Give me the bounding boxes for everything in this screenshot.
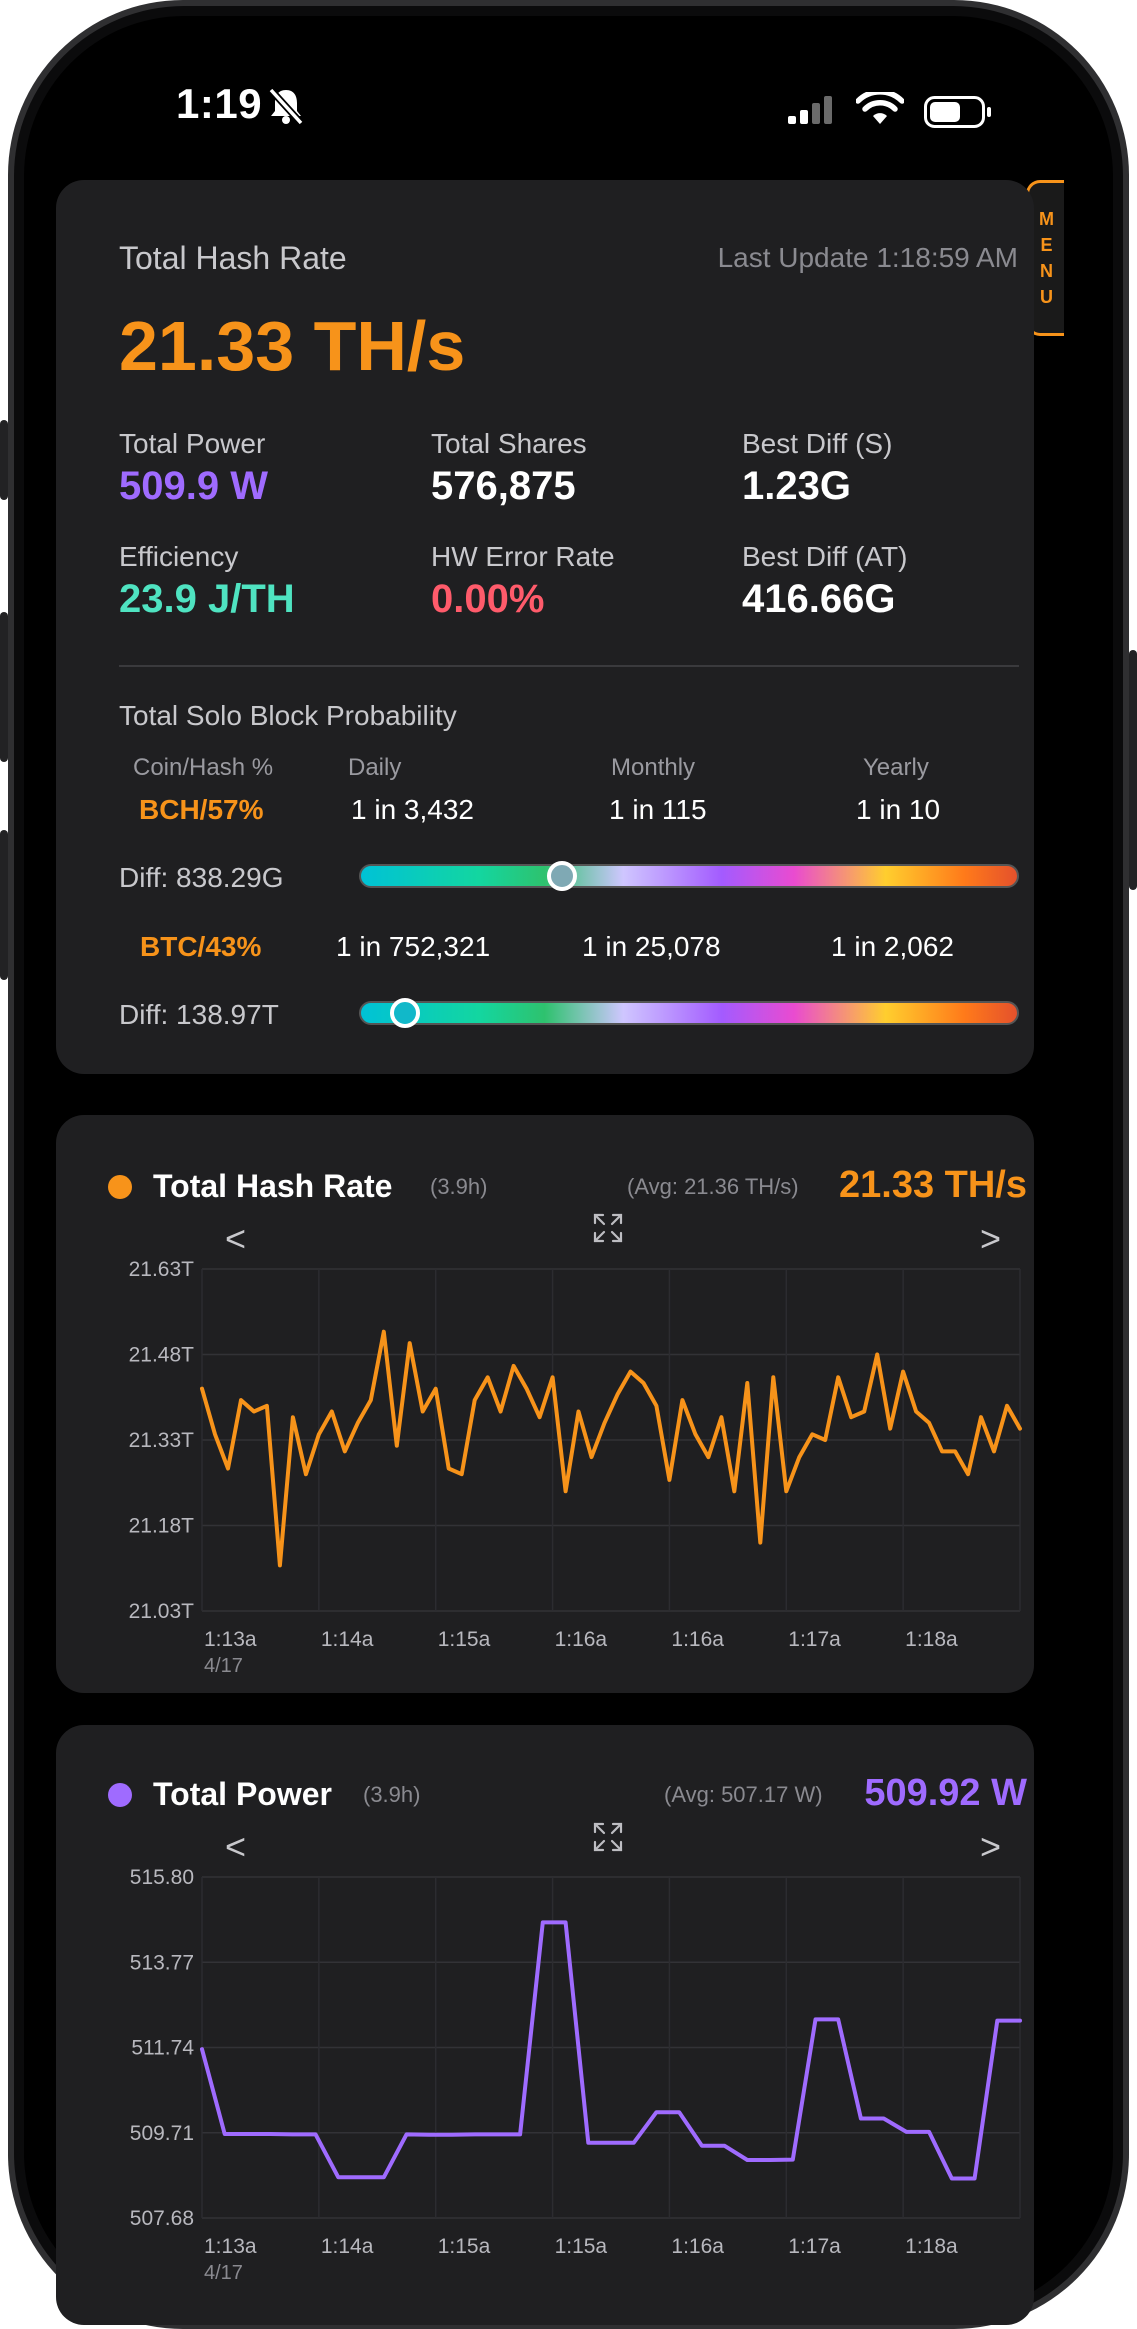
btc-diff: Diff: 138.97T	[119, 999, 279, 1030]
chart-current-value: 21.33 TH/s	[839, 1164, 1027, 1206]
stat-value-best-diff-s: 1.23G	[742, 464, 851, 508]
series-line	[200, 1329, 1022, 1568]
btc-monthly: 1 in 25,078	[582, 931, 721, 962]
prob-header-coin: Coin/Hash %	[133, 754, 274, 781]
bch-difficulty-slider	[359, 861, 1019, 891]
coin-label-btc: BTC/43%	[140, 931, 262, 962]
y-tick-label: 21.33T	[129, 1429, 195, 1452]
chart-current-value: 509.92 W	[864, 1772, 1027, 1814]
x-tick-label: 1:13a	[204, 1628, 257, 1651]
x-tick-label: 1:17a	[788, 2235, 841, 2258]
bell-slash-icon	[268, 87, 304, 126]
series-dot	[108, 1175, 132, 1199]
bch-daily: 1 in 3,432	[351, 794, 474, 825]
chart-duration: (3.9h)	[430, 1174, 488, 1199]
battery-icon	[924, 96, 991, 128]
power-chart: 515.80 513.77 511.74 509.71 507.68 1:13a 1:14a…	[130, 1866, 1022, 2284]
x-tick-label: 1:13a	[204, 2235, 257, 2258]
stat-value-shares: 576,875	[431, 464, 576, 508]
x-tick-label: 1:16a	[671, 1628, 724, 1651]
chart-title: Total Hash Rate	[153, 1168, 393, 1204]
x-tick-label: 1:15a	[555, 2235, 608, 2258]
x-tick-label: 1:17a	[788, 1628, 841, 1651]
bch-monthly: 1 in 115	[609, 794, 707, 825]
wifi-icon	[856, 92, 904, 124]
expand-icon[interactable]	[592, 1212, 624, 1244]
last-update-text: Last Update 1:18:59 AM	[717, 242, 1018, 273]
prev-range-button[interactable]: <	[225, 1826, 247, 1867]
x-date-label: 4/17	[204, 1655, 243, 1677]
chart-title: Total Power	[153, 1776, 332, 1812]
summary-card	[56, 180, 1034, 1074]
menu-letter: N	[1040, 261, 1053, 281]
menu-letter: U	[1040, 287, 1053, 307]
stat-label: Efficiency	[119, 541, 239, 572]
x-tick-label: 1:16a	[555, 1628, 608, 1651]
x-tick-label: 1:15a	[438, 1628, 491, 1651]
power-button	[1129, 650, 1137, 890]
total-hashrate-value: 21.33 TH/s	[119, 307, 466, 385]
stat-label: Total Shares	[431, 428, 587, 459]
stat-label: Total Power	[119, 428, 266, 459]
prev-range-button[interactable]: <	[225, 1218, 247, 1259]
divider	[119, 665, 1019, 667]
btc-difficulty-slider	[359, 998, 1019, 1028]
probability-title: Total Solo Block Probability	[119, 700, 457, 731]
x-tick-label: 1:18a	[905, 1628, 958, 1651]
bch-slider-knob	[547, 861, 578, 891]
x-tick-label: 1:14a	[321, 2235, 374, 2258]
x-tick-label: 1:14a	[321, 1628, 374, 1651]
y-tick-label: 511.74	[131, 2037, 194, 2060]
y-tick-label: 21.48T	[129, 1344, 195, 1367]
prob-header-yearly: Yearly	[863, 754, 929, 781]
bch-diff: Diff: 838.29G	[119, 862, 284, 893]
stat-value-best-diff-at: 416.66G	[742, 577, 896, 621]
y-tick-label: 21.18T	[129, 1515, 195, 1538]
stat-value-power: 509.9 W	[119, 464, 268, 508]
next-range-button[interactable]: >	[980, 1826, 1002, 1867]
status-time: 1:19	[176, 80, 263, 127]
series-dot	[108, 1783, 132, 1807]
chart-avg: (Avg: 21.36 TH/s)	[627, 1174, 799, 1199]
y-tick-label: 509.71	[130, 2122, 194, 2145]
btc-yearly: 1 in 2,062	[831, 931, 954, 962]
y-tick-label: 513.77	[130, 1951, 194, 1974]
menu-letter: M	[1039, 209, 1054, 229]
volume-down-button	[0, 830, 8, 980]
stat-label: HW Error Rate	[431, 541, 615, 572]
prob-header-daily: Daily	[348, 754, 402, 781]
series-line	[200, 1920, 1022, 2181]
menu-letter: E	[1040, 235, 1053, 255]
y-tick-label: 515.80	[130, 1866, 194, 1889]
power-chart-card	[56, 1725, 1034, 2325]
x-date-label: 4/17	[204, 2262, 243, 2284]
silent-switch	[0, 420, 8, 500]
y-tick-label: 21.63T	[129, 1258, 195, 1281]
status-bar: 1:19	[24, 16, 1113, 176]
prob-header-monthly: Monthly	[611, 754, 696, 781]
hashrate-chart: 21.63T 21.48T 21.33T 21.18T 21.03T 1:13a 1:14a…	[129, 1258, 1022, 1677]
volume-up-button	[0, 612, 8, 762]
cellular-signal-icon	[788, 96, 832, 124]
stat-label: Best Diff (AT)	[742, 541, 908, 572]
coin-label-bch: BCH/57%	[139, 794, 264, 825]
stat-value-hw-error: 0.00%	[431, 577, 545, 621]
x-tick-label: 1:15a	[438, 2235, 491, 2258]
stat-label: Best Diff (S)	[742, 428, 893, 459]
y-tick-label: 21.03T	[129, 1600, 195, 1623]
chart-avg: (Avg: 507.17 W)	[664, 1782, 823, 1807]
btc-slider-knob	[389, 998, 420, 1028]
btc-daily: 1 in 752,321	[336, 931, 491, 962]
stat-value-efficiency: 23.9 J/TH	[119, 577, 295, 621]
bch-yearly: 1 in 10	[856, 794, 941, 825]
y-tick-label: 507.68	[130, 2207, 194, 2230]
x-tick-label: 1:16a	[671, 2235, 724, 2258]
next-range-button[interactable]: >	[980, 1218, 1002, 1259]
expand-icon[interactable]	[592, 1821, 624, 1853]
x-tick-label: 1:18a	[905, 2235, 958, 2258]
chart-duration: (3.9h)	[363, 1782, 421, 1807]
summary-title: Total Hash Rate	[119, 240, 347, 276]
